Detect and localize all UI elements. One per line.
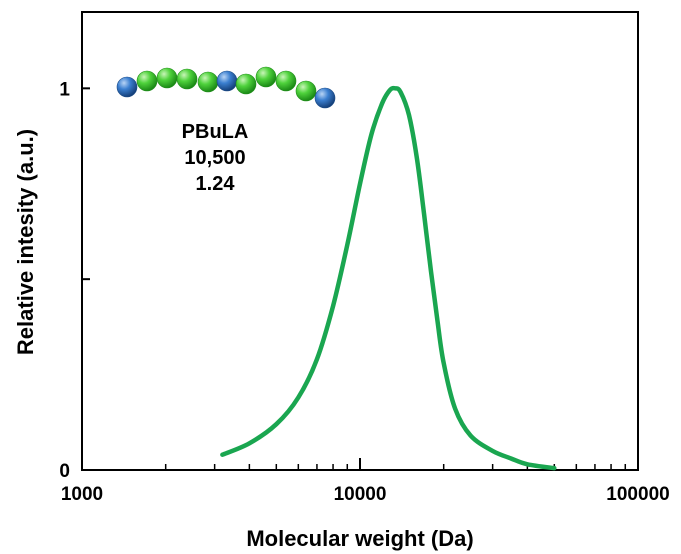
y-tick-label: 0	[59, 461, 70, 482]
end-group-bead	[216, 70, 238, 92]
x-axis-title: Molecular weight (Da)	[246, 526, 473, 551]
y-tick-label: 1	[59, 79, 70, 100]
monomer-bead	[156, 67, 178, 89]
x-tick-label: 10000	[334, 484, 387, 505]
monomer-bead	[136, 70, 158, 92]
y-axis-ticks	[82, 87, 90, 471]
x-tick-label: 1000	[61, 484, 103, 505]
monomer-bead	[235, 73, 257, 95]
dispersity-annotation: 1.24	[196, 173, 236, 195]
end-group-bead	[314, 87, 336, 109]
polymer-name-annotation: PBuLA	[182, 121, 249, 143]
monomer-bead	[197, 71, 219, 93]
molecular-weight-annotation: 10,500	[184, 147, 245, 169]
x-tick-label: 100000	[606, 484, 669, 505]
y-axis-tick-labels: 01	[59, 79, 70, 482]
monomer-bead	[275, 70, 297, 92]
monomer-bead	[255, 66, 277, 88]
molecule-bead-chain	[116, 66, 336, 109]
monomer-bead	[295, 80, 317, 102]
x-axis-tick-labels: 1000 10000 100000	[61, 484, 670, 505]
series-line	[220, 85, 557, 471]
x-axis-ticks	[81, 458, 639, 470]
y-axis-title: Relative intesity (a.u.)	[13, 129, 38, 355]
monomer-bead	[176, 68, 198, 90]
end-group-bead	[116, 76, 138, 98]
